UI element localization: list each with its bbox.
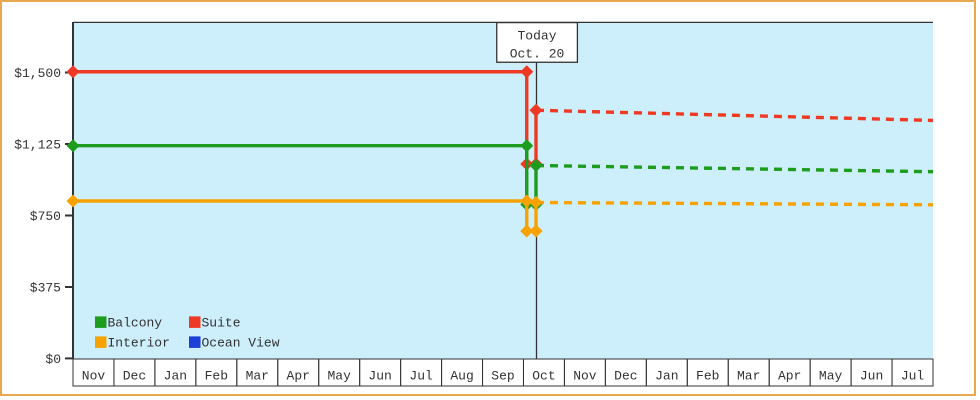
svg-text:Dec: Dec bbox=[123, 369, 146, 384]
svg-text:$1,125: $1,125 bbox=[14, 138, 61, 153]
svg-text:Jan: Jan bbox=[164, 369, 187, 384]
svg-text:Suite: Suite bbox=[202, 316, 241, 331]
svg-text:Today: Today bbox=[517, 29, 556, 44]
svg-text:Balcony: Balcony bbox=[108, 316, 163, 331]
svg-text:$1,500: $1,500 bbox=[14, 66, 61, 81]
svg-text:Dec: Dec bbox=[614, 369, 637, 384]
svg-text:Jul: Jul bbox=[409, 369, 433, 384]
svg-text:$750: $750 bbox=[30, 209, 61, 224]
svg-text:Ocean View: Ocean View bbox=[202, 336, 280, 351]
svg-text:Jul: Jul bbox=[901, 369, 925, 384]
svg-text:Aug: Aug bbox=[450, 369, 473, 384]
svg-text:Mar: Mar bbox=[737, 369, 760, 384]
svg-text:May: May bbox=[327, 369, 351, 384]
svg-text:Sep: Sep bbox=[491, 369, 514, 384]
svg-text:Interior: Interior bbox=[108, 336, 170, 351]
svg-text:Apr: Apr bbox=[287, 369, 310, 384]
svg-text:Oct: Oct bbox=[532, 369, 555, 384]
svg-text:$0: $0 bbox=[45, 352, 61, 367]
svg-text:Feb: Feb bbox=[696, 369, 719, 384]
svg-text:Jun: Jun bbox=[860, 369, 883, 384]
svg-text:Nov: Nov bbox=[82, 369, 106, 384]
svg-text:Jan: Jan bbox=[655, 369, 678, 384]
svg-text:Oct. 20: Oct. 20 bbox=[510, 47, 565, 62]
svg-text:Feb: Feb bbox=[205, 369, 228, 384]
svg-text:May: May bbox=[819, 369, 843, 384]
svg-text:Apr: Apr bbox=[778, 369, 801, 384]
svg-text:Mar: Mar bbox=[246, 369, 269, 384]
svg-text:Jun: Jun bbox=[368, 369, 391, 384]
svg-text:Nov: Nov bbox=[573, 369, 597, 384]
svg-text:$375: $375 bbox=[30, 281, 61, 296]
